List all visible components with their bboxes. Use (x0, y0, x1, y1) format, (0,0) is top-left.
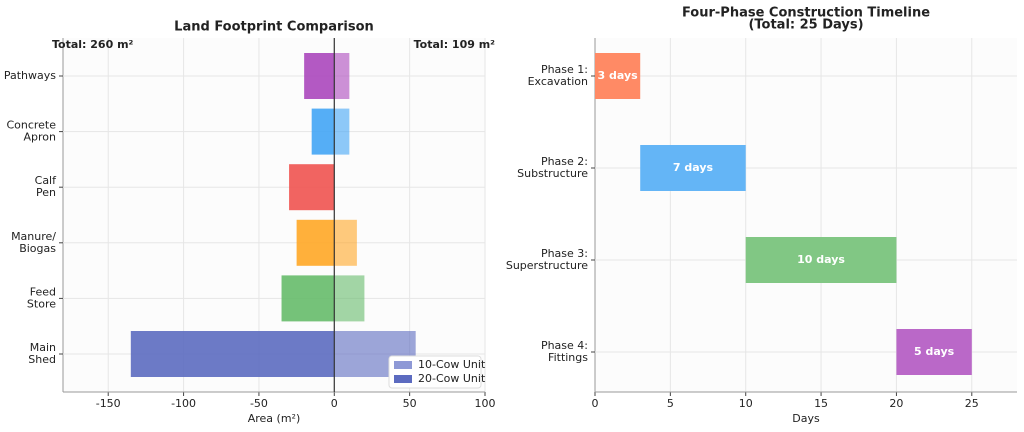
bar (595, 53, 641, 99)
legend-label: 10-Cow Unit (418, 358, 486, 371)
y-tick-label: Main Shed (28, 341, 56, 366)
x-tick-label: 10 (739, 397, 753, 410)
legend-swatch (394, 361, 412, 369)
bar (334, 53, 350, 99)
bar (304, 53, 335, 99)
chart-title: Four-Phase Construction Timeline (Total: … (682, 6, 930, 33)
y-tick-label: Feed Store (27, 285, 56, 310)
bar (281, 275, 335, 322)
x-tick-label: 20 (889, 397, 903, 410)
bar (296, 219, 335, 266)
x-tick-label: 0 (592, 397, 599, 410)
bar (334, 275, 365, 322)
bar (334, 108, 350, 155)
x-tick-label: -100 (171, 397, 196, 410)
bar (289, 164, 335, 211)
bar-label: 10 days (797, 253, 845, 266)
bar-label: 3 days (598, 69, 639, 82)
x-tick-label: 15 (814, 397, 828, 410)
x-tick-label: 0 (331, 397, 338, 410)
y-tick-label: Phase 2: Substructure (517, 155, 588, 180)
annotation: Total: 260 m² (52, 38, 134, 51)
x-tick-label: 25 (965, 397, 979, 410)
y-tick-label: Concrete Apron (6, 119, 56, 144)
bar (311, 108, 335, 155)
y-tick-label: Phase 3: Superstructure (506, 247, 588, 272)
x-tick-label: -50 (250, 397, 268, 410)
y-tick-label: Phase 1: Excavation (528, 63, 588, 88)
annotation: Total: 109 m² (414, 38, 496, 51)
x-tick-label: 50 (403, 397, 417, 410)
x-axis-label: Area (m²) (248, 412, 301, 425)
chart-title: Land Footprint Comparison (174, 20, 374, 35)
y-tick-label: Pathways (4, 69, 56, 82)
x-tick-label: 100 (475, 397, 496, 410)
bar (640, 145, 746, 191)
y-tick-label: Phase 4: Fittings (541, 339, 588, 364)
bar-label: 5 days (914, 345, 955, 358)
legend-label: 20-Cow Unit (418, 372, 486, 385)
x-tick-label: 5 (667, 397, 674, 410)
legend-swatch (394, 375, 412, 383)
bar (334, 219, 357, 266)
bar (896, 329, 972, 375)
y-tick-label: Manure/Biogas (11, 230, 56, 255)
bar-label: 7 days (673, 161, 714, 174)
x-tick-label: -150 (96, 397, 121, 410)
y-tick-label: Calf Pen (35, 174, 57, 199)
bar (745, 237, 897, 283)
bar (130, 331, 335, 377)
x-axis-label: Days (792, 412, 820, 425)
